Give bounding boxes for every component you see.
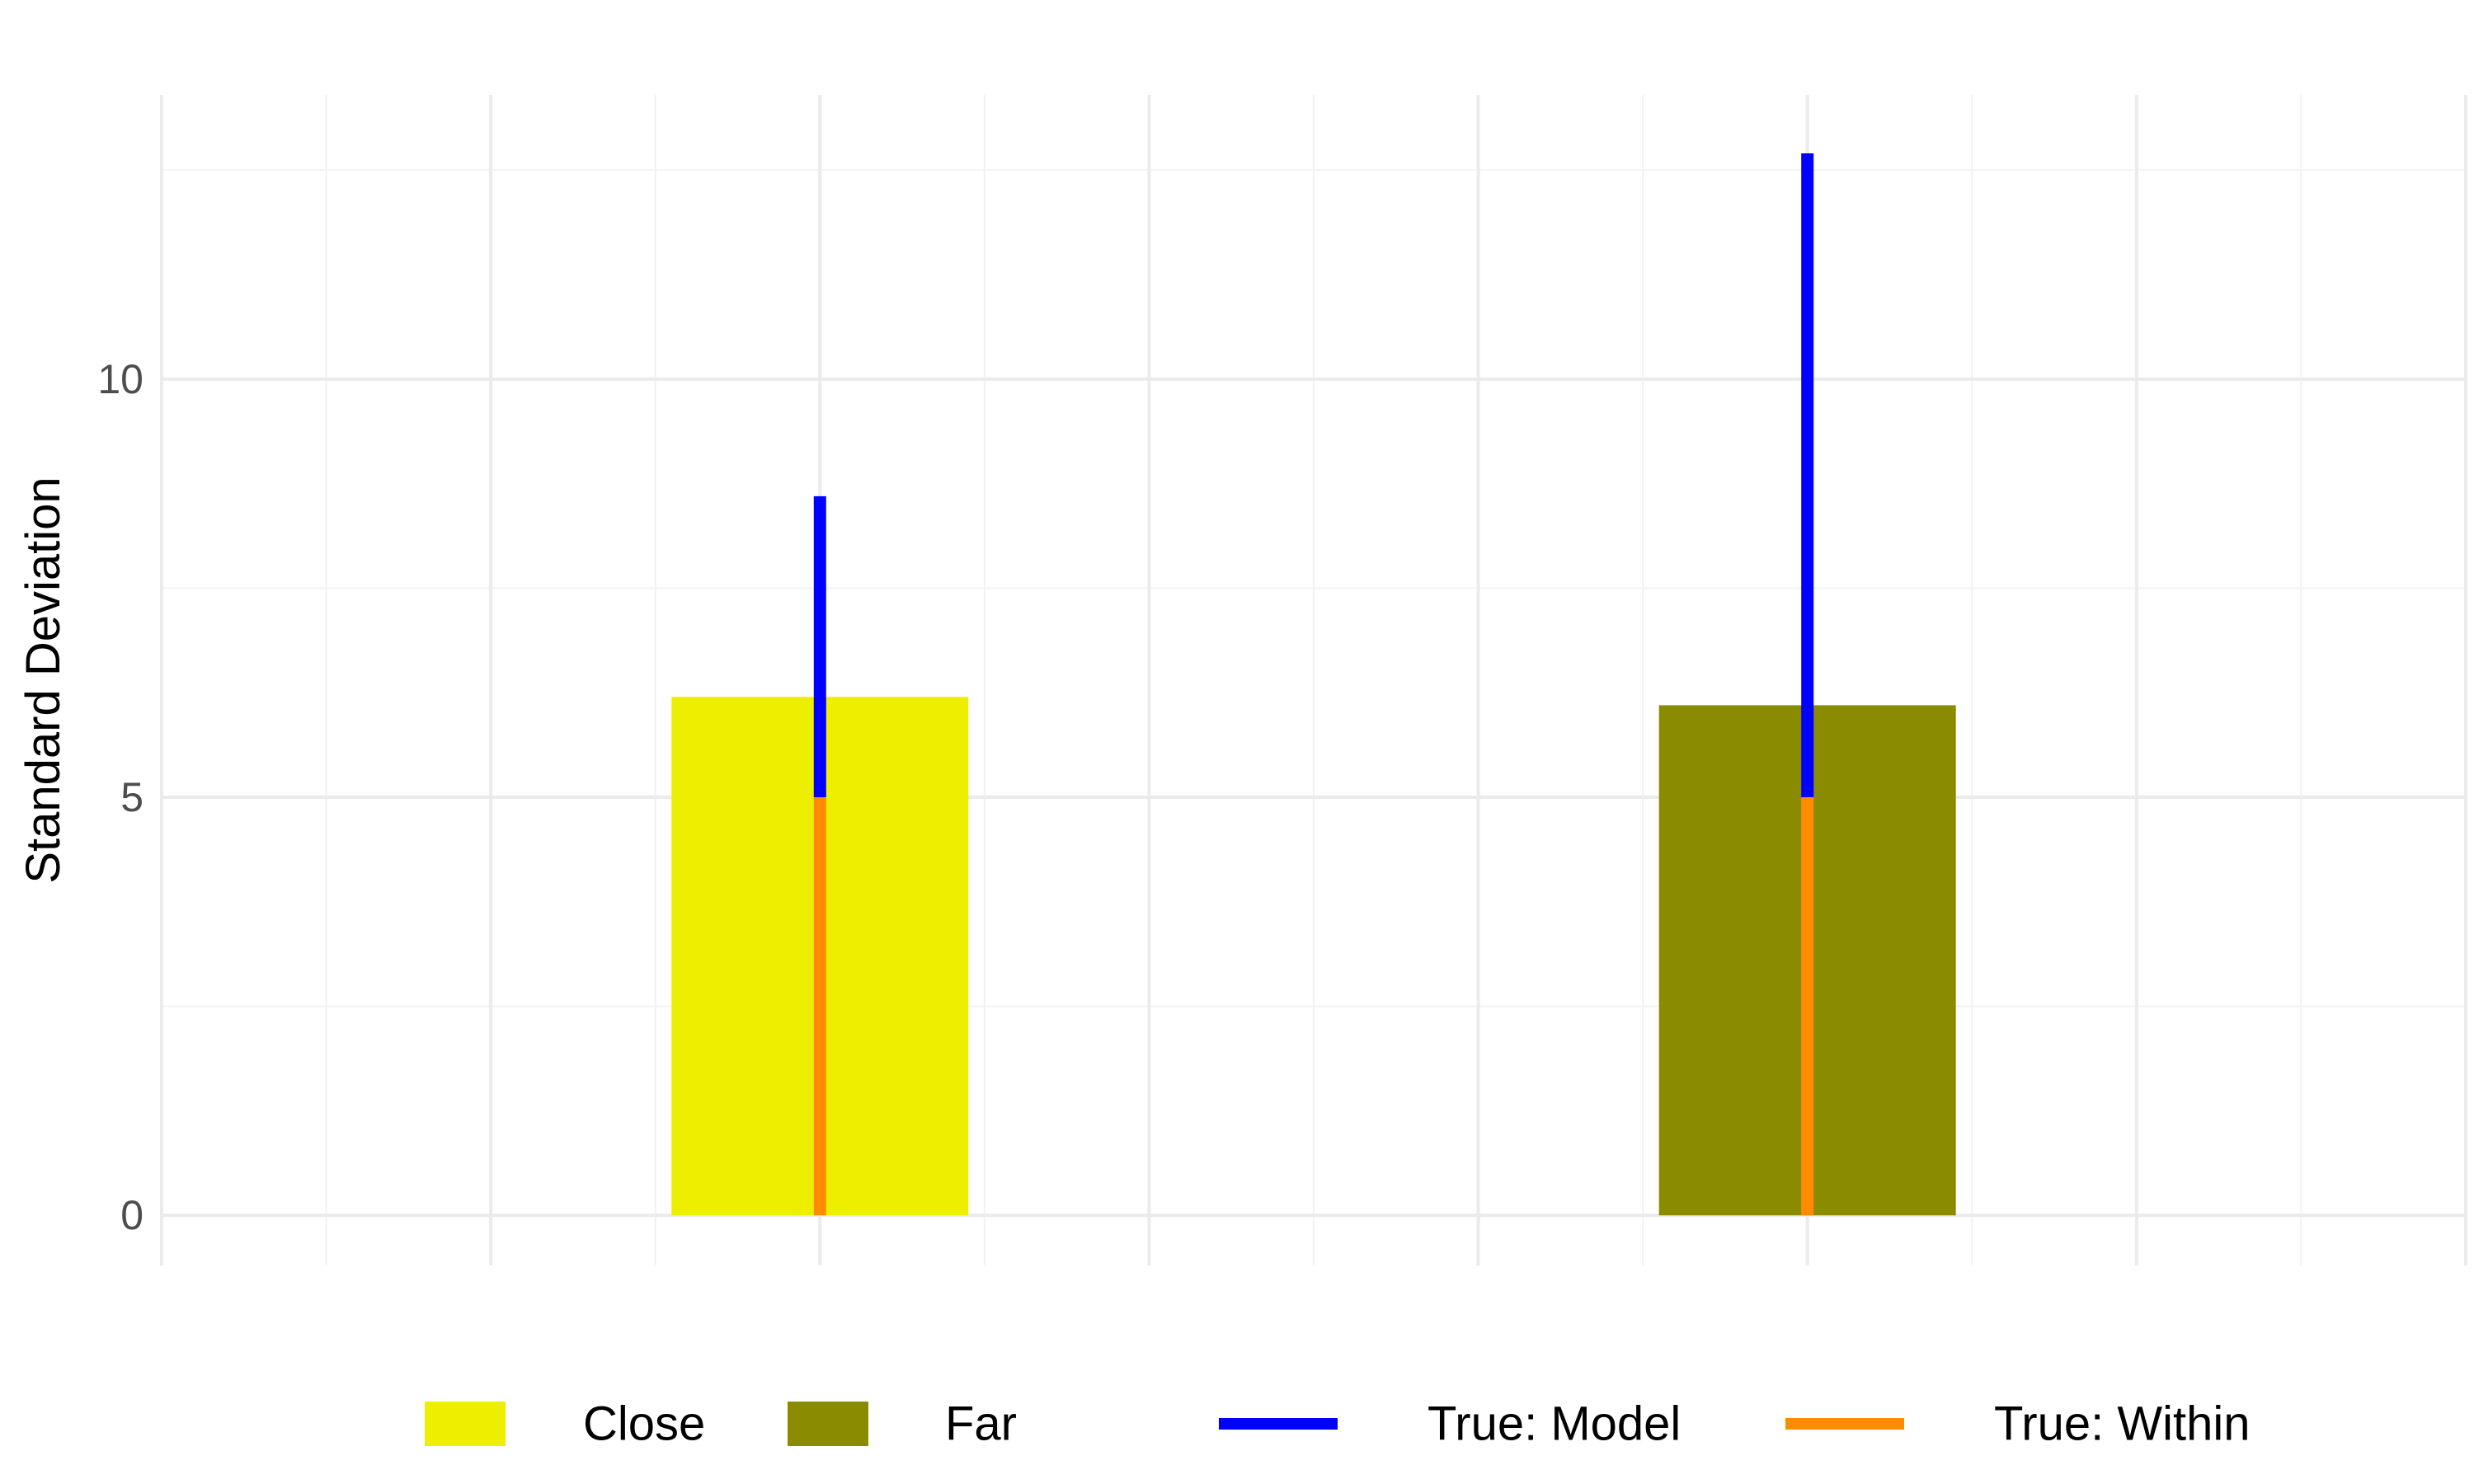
legend-key-close [425, 1402, 506, 1446]
y-tick-label: 10 [97, 356, 143, 402]
true-value-lines [813, 153, 1814, 1216]
legend: Close Far True: Model True: Within [425, 1397, 2250, 1451]
legend-label: Far [945, 1397, 1017, 1451]
legend-label: Close [583, 1397, 705, 1451]
y-axis-tick-labels: 0 5 10 [97, 356, 143, 1238]
y-tick-label: 0 [120, 1192, 143, 1238]
legend-label: True: Within [1994, 1397, 2250, 1451]
y-axis-title: Standard Deviation [16, 477, 70, 883]
y-tick-label: 5 [120, 774, 143, 820]
legend-label: True: Model [1427, 1397, 1681, 1451]
minor-gridlines [162, 95, 2466, 1266]
legend-key-far [788, 1402, 868, 1446]
